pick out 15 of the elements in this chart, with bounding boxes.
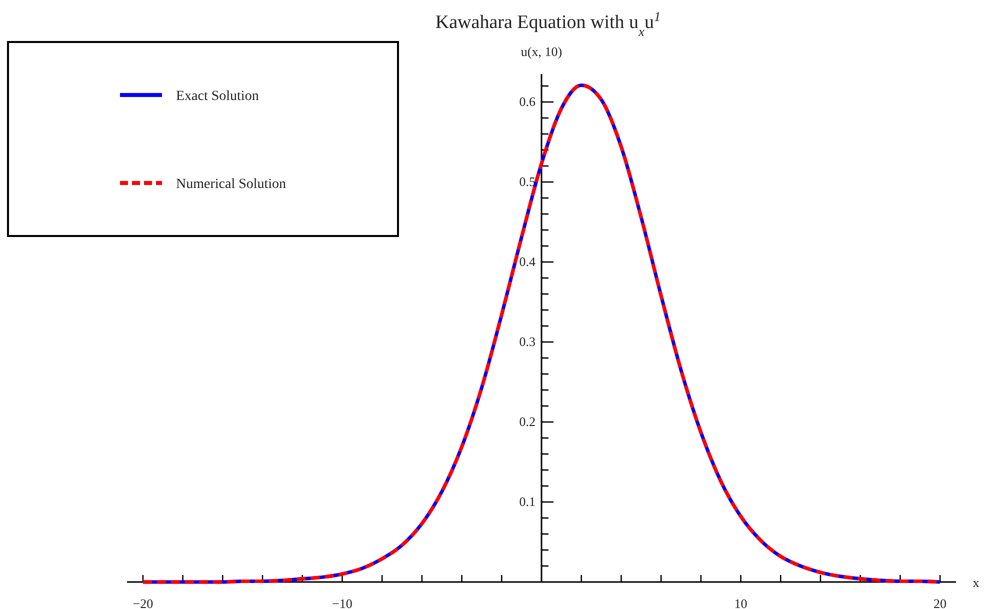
- x-tick-label: 20: [934, 596, 947, 609]
- legend-label: Numerical Solution: [176, 177, 286, 192]
- chart-title: Kawahara Equation with u$_{x}$u$^{1}$: [435, 8, 661, 38]
- y-tick-label: 0.4: [519, 254, 536, 270]
- x-tick-label: 10: [734, 596, 748, 609]
- legend-label: Exact Solution: [176, 89, 259, 104]
- x-tick-label: −20: [132, 596, 154, 609]
- x-axis-title: x: [972, 575, 980, 590]
- y-tick-label: 0.3: [519, 334, 536, 350]
- y-tick-label: 0.6: [519, 94, 536, 110]
- y-tick-label: 0.2: [519, 414, 536, 430]
- y-tick-label: 0.1: [519, 494, 536, 510]
- x-tick-label: −10: [332, 596, 352, 609]
- line-series: [141, 83, 942, 584]
- y-axis-title: u(x, 10): [520, 44, 562, 59]
